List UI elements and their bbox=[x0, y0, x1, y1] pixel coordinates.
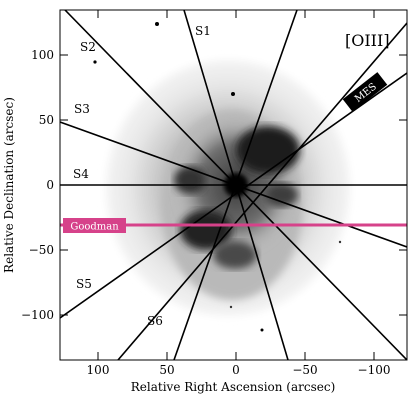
goodman-slit: Goodman bbox=[60, 218, 407, 233]
y-tick-label: 50 bbox=[39, 113, 54, 127]
y-tick-label: −100 bbox=[21, 308, 54, 322]
slit-label-s4: S4 bbox=[73, 167, 89, 181]
goodman-label: Goodman bbox=[70, 222, 119, 233]
slit-label-s1: S1 bbox=[195, 24, 211, 38]
slit-lines bbox=[60, 10, 407, 360]
y-axis-title: Relative Declination (arcsec) bbox=[2, 97, 16, 273]
x-tick-label: 100 bbox=[87, 363, 110, 377]
x-tick-label: −100 bbox=[358, 363, 391, 377]
x-tick-label: −50 bbox=[292, 363, 317, 377]
y-tick-label: 100 bbox=[31, 48, 54, 62]
y-tick-label: 0 bbox=[46, 178, 54, 192]
slit-s5-line bbox=[60, 72, 407, 319]
x-axis-title: Relative Right Ascension (arcsec) bbox=[131, 380, 336, 394]
goodman-tag bbox=[63, 218, 126, 233]
slit-label-s5: S5 bbox=[76, 277, 92, 291]
nebula-image bbox=[60, 10, 407, 360]
filter-label: [OIII] bbox=[345, 31, 390, 50]
y-tick-label: −50 bbox=[29, 243, 54, 257]
slit-label-s3: S3 bbox=[74, 102, 90, 116]
x-tick-label: 0 bbox=[232, 363, 240, 377]
axis-ticks bbox=[60, 10, 407, 360]
slit-label-s6: S6 bbox=[147, 314, 163, 328]
x-tick-label: 50 bbox=[159, 363, 174, 377]
slit-s6-line bbox=[173, 10, 298, 360]
slit-label-s2: S2 bbox=[80, 40, 96, 54]
